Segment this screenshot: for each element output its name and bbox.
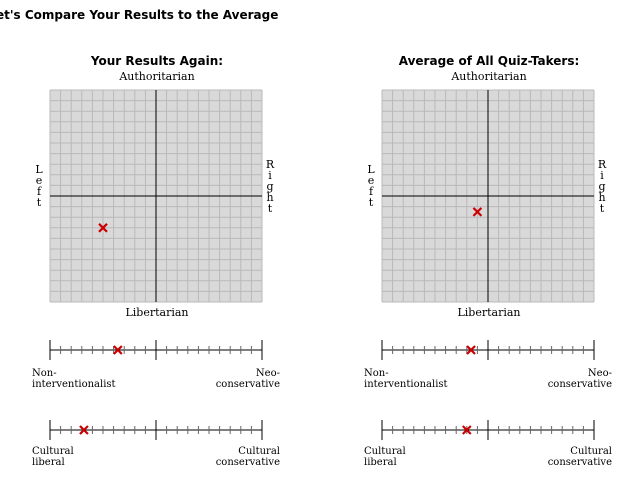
scale2-marker: [462, 425, 472, 435]
panel-title: Average of All Quiz-Takers:: [398, 54, 580, 68]
scale1-left-label: Non-interventionalist: [364, 368, 448, 390]
scale1-right-label: Neo-conservative: [215, 368, 280, 390]
compass-marker: [98, 223, 108, 233]
compass-marker: [472, 207, 483, 217]
page-heading: et's Compare Your Results to the Average: [0, 8, 279, 22]
political-compass-graphic: [49, 89, 263, 440]
axis-label-libertarian: Libertarian: [125, 306, 189, 319]
political-compass-graphic: [381, 89, 595, 440]
panel-title: Your Results Again:: [90, 54, 224, 68]
scale1-marker: [466, 345, 476, 355]
scale1-right-label: Neo-conservative: [547, 368, 612, 390]
axis-label-authoritarian: Authoritarian: [119, 70, 195, 83]
scale1-left-label: Non-interventionalist: [32, 368, 116, 390]
average-results-panel: Average of All Quiz-Takers: Authoritaria…: [364, 54, 640, 480]
axis-label-authoritarian: Authoritarian: [451, 70, 527, 83]
scale2-right-label: Cultural conservative: [215, 446, 280, 468]
scale2-left-label: Cultural liberal: [364, 446, 406, 468]
scale1-marker: [113, 345, 123, 355]
scale2-marker: [79, 425, 89, 435]
axis-label-libertarian: Libertarian: [457, 306, 521, 319]
scale2-left-label: Cultural liberal: [32, 446, 74, 468]
scale2-right-label: Cultural conservative: [547, 446, 612, 468]
